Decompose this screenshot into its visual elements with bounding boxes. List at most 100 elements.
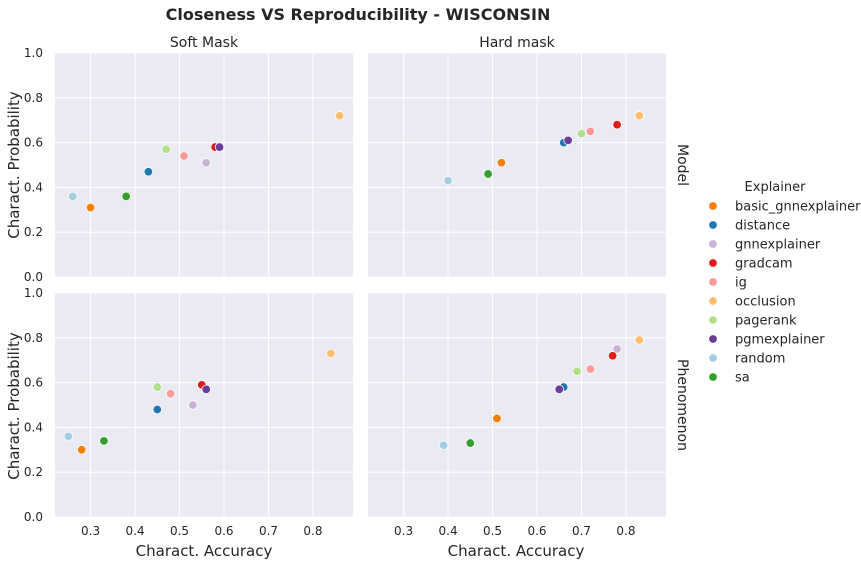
y-tick-label: 0.6 [24, 136, 43, 150]
legend-label: sa [735, 371, 750, 386]
point-basic_gnnexplainer [492, 413, 502, 424]
row-title: Model [674, 144, 690, 186]
legend-item-ig: ig [708, 276, 747, 291]
y-tick-label: 1.0 [24, 286, 43, 300]
x-tick-label: 0.8 [303, 524, 322, 538]
x-axis-label-left: Charact. Accuracy [136, 542, 273, 560]
legend-marker [708, 334, 718, 344]
x-tick-label: 0.7 [572, 524, 591, 538]
point-random [63, 431, 74, 442]
legend-item-basic-gnnexplainer: basic_gnnexplainer [708, 200, 861, 215]
x-tick-label: 0.6 [214, 524, 233, 538]
x-tick-label: 0.8 [616, 524, 635, 538]
panel-background [368, 293, 666, 517]
legend-marker [708, 353, 718, 363]
point-sa [483, 169, 493, 179]
y-tick-label: 0.0 [24, 270, 43, 284]
legend-marker [708, 220, 718, 230]
y-tick-label: 0.8 [24, 91, 43, 105]
legend-item-random: random [708, 352, 785, 367]
y-axis-label-top: Charact. Probability [5, 91, 23, 239]
point-ig [585, 126, 596, 137]
legend-item-pagerank: pagerank [708, 314, 797, 329]
panel-background [55, 293, 353, 517]
point-ig [165, 389, 176, 399]
x-tick-label: 0.4 [439, 524, 458, 538]
chart-title: Closeness VS Reproducibility - WISCONSIN [166, 5, 551, 24]
point-sa [465, 438, 475, 448]
panels-layer: 0.0 0.2 0.4 0.6 0.8 1.0 Soft Mask Hard mask Mode… [24, 35, 690, 538]
point-pagerank [152, 382, 162, 392]
x-tick-label: 0.3 [394, 524, 413, 538]
legend-label: pagerank [735, 314, 797, 329]
y-tick-label: 0.2 [24, 465, 43, 479]
legend-marker [708, 201, 718, 211]
legend-item-gradcam: gradcam [708, 257, 793, 272]
point-occlusion [634, 111, 645, 121]
column-title: Soft Mask [170, 35, 239, 51]
point-random [68, 191, 78, 202]
point-gradcam [612, 119, 622, 130]
point-ig [585, 364, 596, 374]
point-distance [152, 404, 162, 415]
y-tick-label: 0.0 [24, 510, 43, 524]
point-gnnexplainer [201, 158, 211, 168]
x-tick-label: 0.5 [170, 524, 189, 538]
legend-label: basic_gnnexplainer [735, 200, 861, 215]
legend: Explainer basic_gnnexplainer distance gnne… [708, 180, 861, 386]
point-basic_gnnexplainer [85, 202, 96, 213]
point-basic_gnnexplainer [496, 158, 507, 168]
legend-item-distance: distance [708, 219, 790, 234]
legend-item-sa: sa [708, 371, 750, 386]
x-tick-label: 0.6 [527, 524, 546, 538]
legend-title: Explainer [745, 180, 807, 195]
panel-model-soft-mask: 0.0 0.2 0.4 0.6 0.8 1.0 Soft Mask [24, 35, 353, 284]
x-tick-label: 0.4 [126, 524, 145, 538]
legend-label: gradcam [735, 257, 793, 272]
point-pgmexplainer [201, 384, 211, 395]
point-occlusion [334, 111, 345, 121]
y-axis-label-bottom: Charact. Probability [5, 332, 23, 480]
legend-item-pgmexplainer: pgmexplainer [708, 333, 825, 348]
legend-marker [708, 315, 718, 325]
panel-model-hard-mask: Hard mask Model [368, 35, 690, 278]
point-gnnexplainer [188, 400, 198, 410]
panel-background [368, 53, 666, 277]
point-sa [99, 436, 109, 446]
panel-phenomenon-hard-mask: 0.3 0.4 0.5 0.6 0.7 0.8 Phenomenon [368, 292, 690, 538]
point-pagerank [161, 144, 171, 155]
y-tick-label: 1.0 [24, 46, 43, 60]
x-tick-label: 0.5 [483, 524, 502, 538]
point-pagerank [572, 366, 582, 377]
point-pgmexplainer [214, 142, 225, 152]
column-title: Hard mask [479, 35, 555, 51]
panel-phenomenon-soft-mask: 0.0 0.2 0.4 0.6 0.8 1.0 0.3 0.4 0.5 0.6 0.7 0.8 [24, 286, 353, 538]
legend-marker [708, 296, 718, 306]
legend-item-gnnexplainer: gnnexplainer [708, 238, 821, 253]
point-pgmexplainer [554, 384, 564, 395]
legend-item-occlusion: occlusion [708, 295, 796, 310]
legend-label: random [735, 352, 785, 367]
legend-label: pgmexplainer [735, 333, 825, 348]
point-pgmexplainer [563, 135, 573, 146]
x-tick-label: 0.7 [259, 524, 278, 538]
legend-label: gnnexplainer [735, 238, 821, 253]
y-tick-label: 0.4 [24, 180, 43, 194]
y-tick-label: 0.2 [24, 225, 43, 239]
point-occlusion [634, 335, 645, 345]
y-tick-label: 0.4 [24, 420, 43, 434]
legend-label: occlusion [735, 295, 796, 310]
point-random [438, 440, 449, 451]
point-gnnexplainer [612, 344, 622, 354]
legend-marker [708, 372, 718, 382]
row-title: Phenomenon [674, 359, 690, 451]
point-ig [179, 151, 189, 161]
point-distance [143, 167, 154, 177]
point-occlusion [326, 348, 336, 359]
point-basic_gnnexplainer [76, 445, 87, 455]
legend-marker [708, 258, 718, 268]
legend-marker [708, 239, 718, 249]
y-tick-label: 0.8 [24, 331, 43, 345]
point-sa [121, 191, 131, 202]
